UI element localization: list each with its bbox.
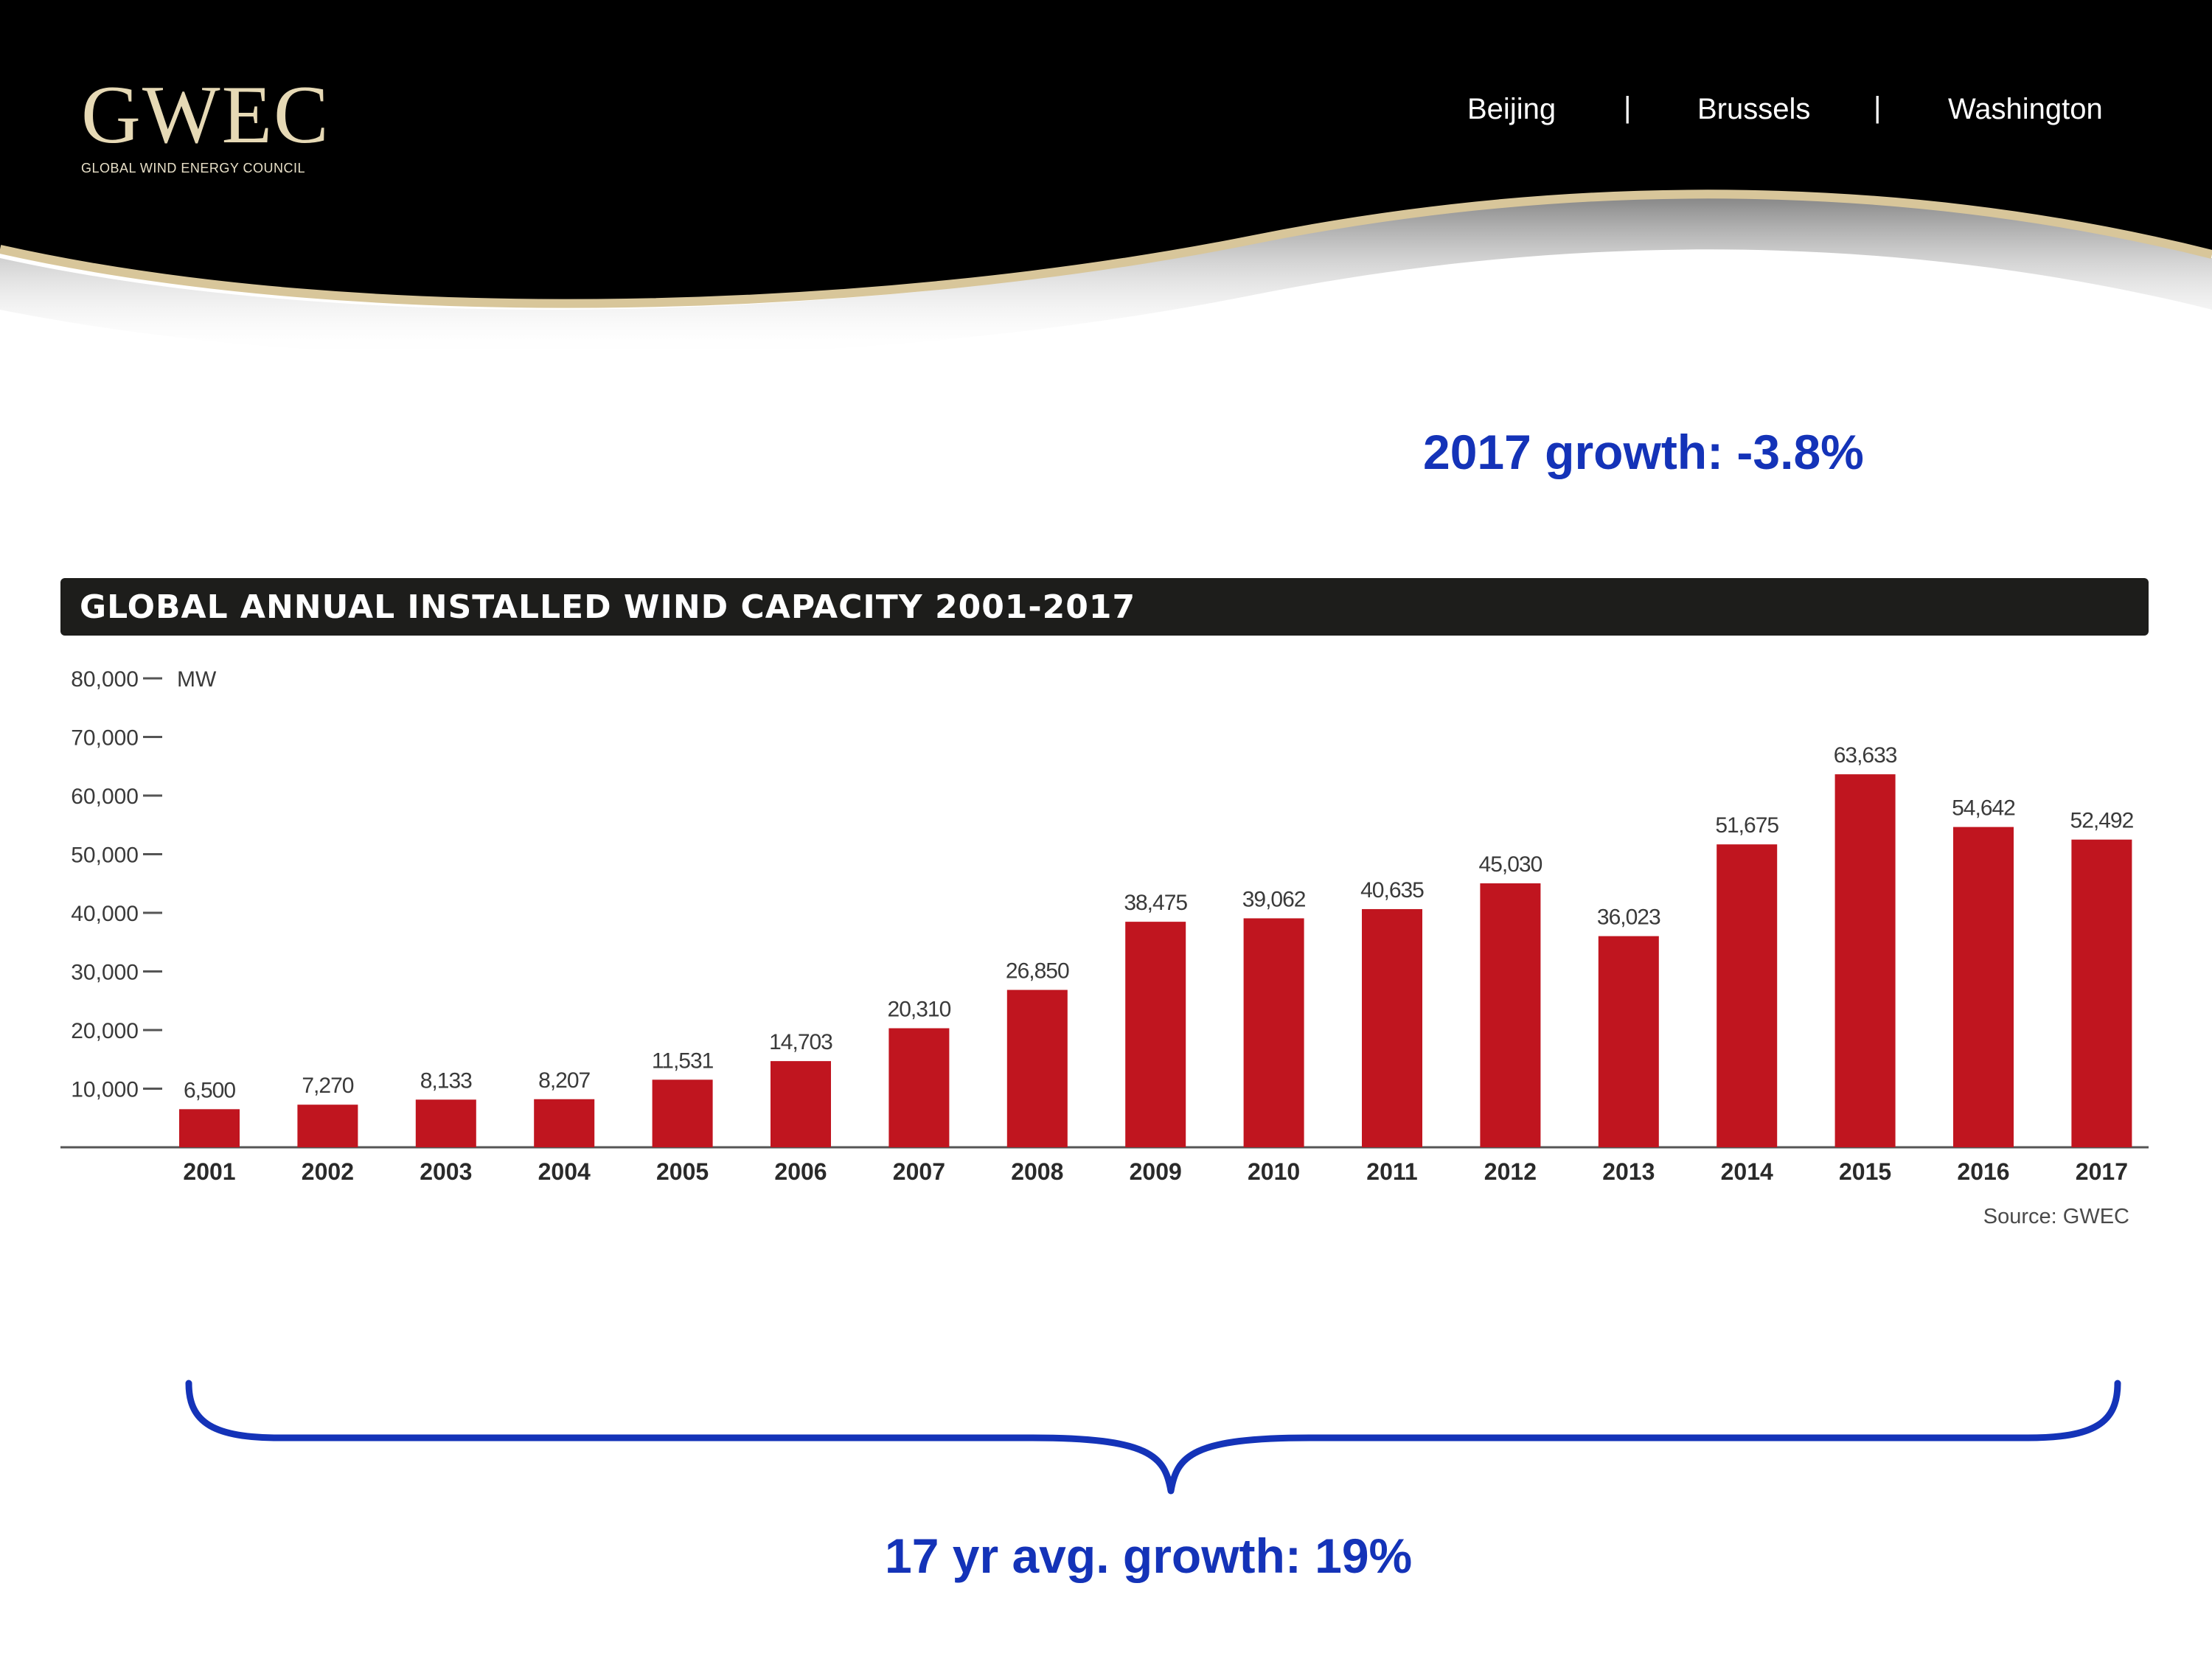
bar bbox=[179, 1109, 240, 1147]
header-band bbox=[0, 0, 2212, 358]
bar bbox=[1480, 883, 1541, 1147]
x-tick-label: 2013 bbox=[1602, 1158, 1655, 1185]
y-tick-label: 60,000 bbox=[71, 785, 139, 809]
x-tick-label: 2001 bbox=[183, 1158, 235, 1185]
bar-value-label: 45,030 bbox=[1479, 852, 1543, 877]
x-tick-label: 2011 bbox=[1366, 1158, 1417, 1185]
city-separator: | bbox=[1874, 91, 1882, 124]
bar bbox=[1598, 936, 1659, 1147]
y-tick-label: 40,000 bbox=[71, 902, 139, 926]
bar-value-label: 36,023 bbox=[1597, 905, 1660, 930]
y-tick-label: 70,000 bbox=[71, 726, 139, 751]
bar-value-label: 8,133 bbox=[420, 1068, 472, 1093]
x-tick-label: 2007 bbox=[893, 1158, 945, 1185]
bar bbox=[534, 1099, 595, 1147]
city-brussels: Brussels bbox=[1697, 93, 1811, 125]
bar bbox=[2071, 839, 2132, 1147]
x-tick-label: 2003 bbox=[420, 1158, 472, 1185]
bar bbox=[771, 1061, 831, 1147]
x-tick-label: 2008 bbox=[1011, 1158, 1063, 1185]
bar-value-label: 54,642 bbox=[1952, 796, 2015, 821]
bar bbox=[1362, 908, 1422, 1147]
bar bbox=[1834, 774, 1896, 1147]
x-tick-label: 2017 bbox=[2076, 1158, 2128, 1185]
bar bbox=[652, 1079, 713, 1147]
bar bbox=[888, 1028, 950, 1147]
bar-value-label: 39,062 bbox=[1242, 887, 1306, 911]
bar-value-label: 14,703 bbox=[769, 1030, 832, 1054]
bar-value-label: 38,475 bbox=[1124, 891, 1187, 915]
bar-value-label: 6,500 bbox=[184, 1078, 235, 1102]
bar-value-label: 20,310 bbox=[888, 998, 951, 1022]
bar bbox=[1006, 990, 1068, 1147]
bar-value-label: 8,207 bbox=[538, 1068, 590, 1093]
y-tick-label: 20,000 bbox=[71, 1019, 139, 1043]
x-tick-label: 2012 bbox=[1484, 1158, 1537, 1185]
bar bbox=[1953, 827, 2014, 1147]
x-tick-label: 2002 bbox=[302, 1158, 354, 1185]
bar-value-label: 63,633 bbox=[1834, 743, 1897, 768]
chart-title-band bbox=[60, 578, 2149, 636]
gwec-logo: GWEC GLOBAL WIND ENERGY COUNCIL bbox=[81, 74, 330, 176]
x-tick-label: 2014 bbox=[1721, 1158, 1773, 1185]
logo-text: GWEC bbox=[81, 69, 330, 161]
bar bbox=[415, 1099, 476, 1147]
bar-value-label: 40,635 bbox=[1360, 878, 1424, 902]
city-washington: Washington bbox=[1948, 93, 2103, 125]
x-tick-label: 2015 bbox=[1839, 1158, 1891, 1185]
avg-growth-annotation: 17 yr avg. growth: 19% bbox=[885, 1528, 1413, 1583]
bar-value-label: 51,675 bbox=[1715, 813, 1778, 838]
growth-2017-annotation: 2017 growth: -3.8% bbox=[1423, 425, 1864, 479]
y-tick-label: 30,000 bbox=[71, 961, 139, 985]
bar bbox=[1125, 922, 1186, 1147]
bar bbox=[297, 1105, 358, 1147]
bar bbox=[1243, 918, 1304, 1147]
y-tick-label: 10,000 bbox=[71, 1078, 139, 1102]
bar-value-label: 26,850 bbox=[1006, 959, 1069, 984]
y-tick-label: 50,000 bbox=[71, 844, 139, 868]
chart-title: GLOBAL ANNUAL INSTALLED WIND CAPACITY 20… bbox=[80, 588, 1136, 626]
bar-chart: 10,000 20,000 30,000 40,000 50,000 60,000 70,0… bbox=[60, 667, 2149, 1185]
x-tick-label: 2005 bbox=[656, 1158, 709, 1185]
bar-value-label: 11,531 bbox=[652, 1048, 714, 1073]
x-tick-label: 2006 bbox=[774, 1158, 827, 1185]
bar bbox=[1717, 844, 1778, 1147]
x-tick-label: 2016 bbox=[1957, 1158, 2009, 1185]
city-beijing: Beijing bbox=[1467, 93, 1557, 125]
x-tick-label: 2004 bbox=[538, 1158, 591, 1185]
x-tick-label: 2009 bbox=[1130, 1158, 1182, 1185]
y-tick-label: 80,000 bbox=[71, 667, 139, 692]
chart-source: Source: GWEC bbox=[1983, 1205, 2129, 1228]
bar-value-label: 52,492 bbox=[2070, 809, 2134, 833]
bar-value-label: 7,270 bbox=[302, 1074, 353, 1098]
x-tick-label: 2010 bbox=[1248, 1158, 1300, 1185]
y-unit-label: MW bbox=[177, 667, 217, 692]
logo-subtitle: GLOBAL WIND ENERGY COUNCIL bbox=[81, 161, 306, 175]
city-separator: | bbox=[1624, 91, 1632, 124]
